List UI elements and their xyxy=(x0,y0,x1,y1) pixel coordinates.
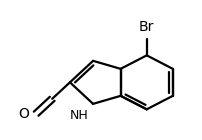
Text: Br: Br xyxy=(139,20,154,34)
Text: NH: NH xyxy=(70,109,88,122)
Text: O: O xyxy=(18,107,29,121)
